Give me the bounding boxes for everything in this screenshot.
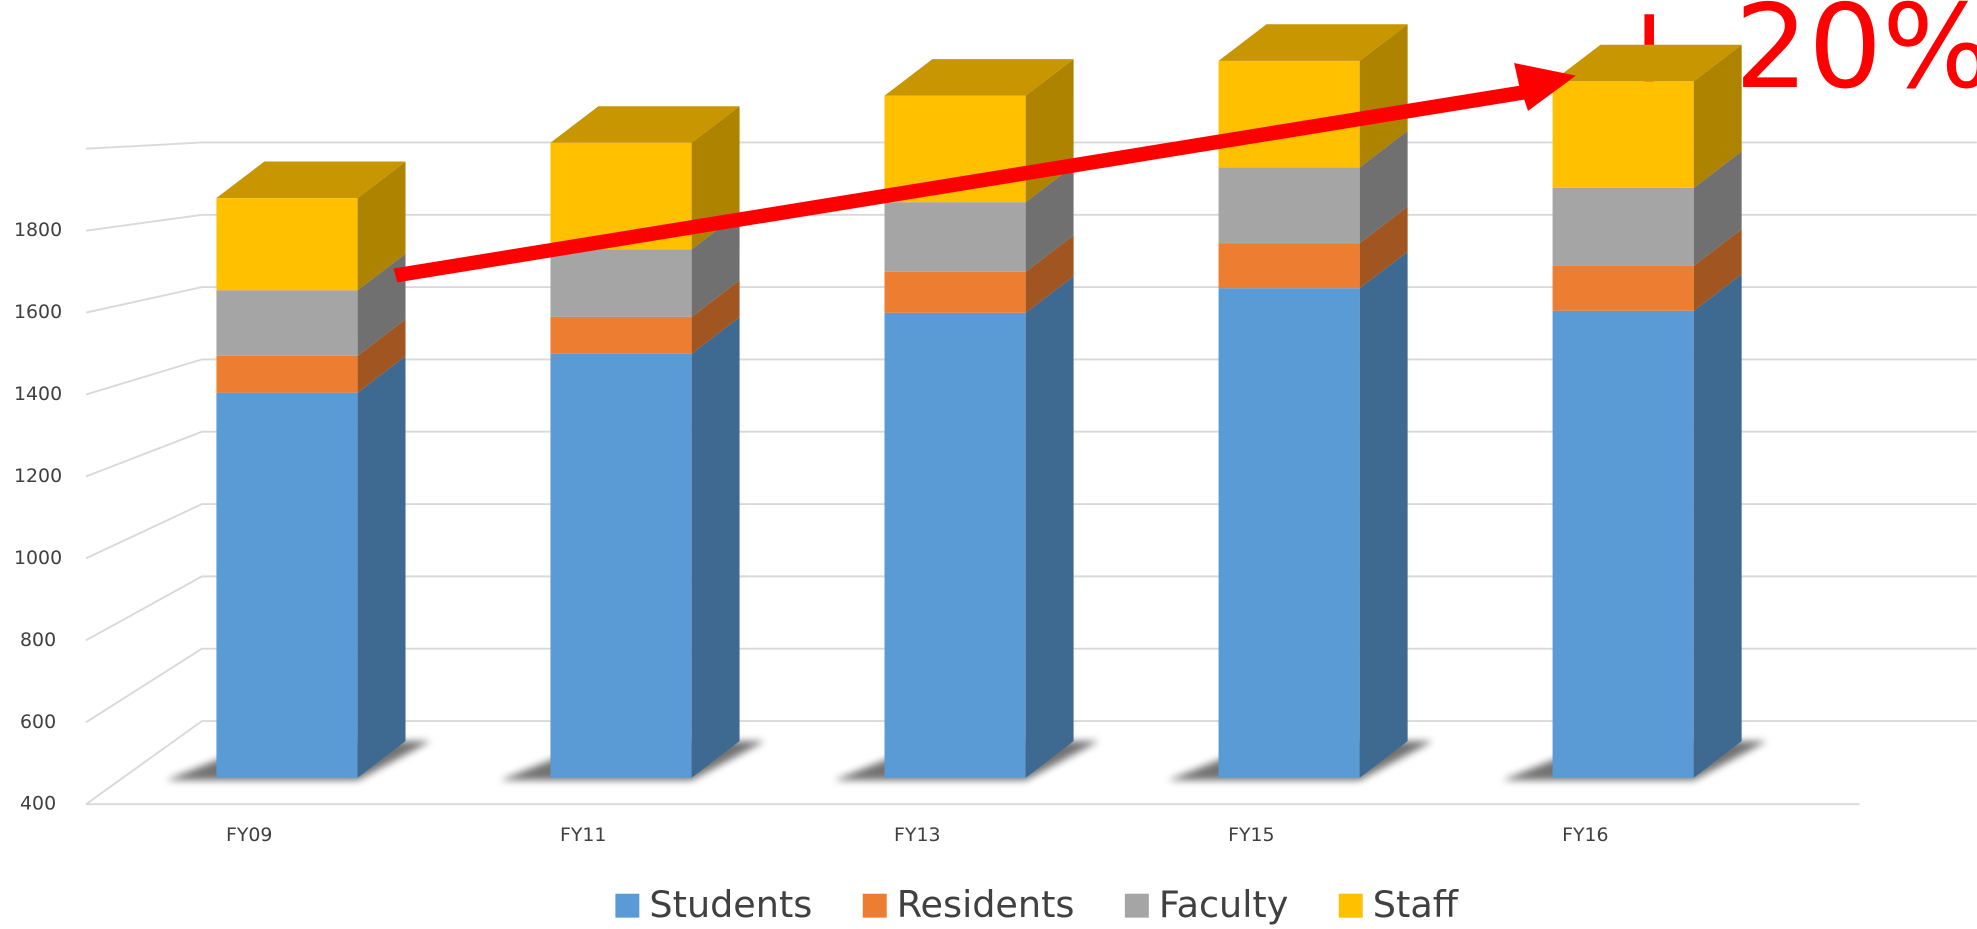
bar-segment <box>216 392 358 778</box>
bar-segment <box>550 316 692 354</box>
x-tick-label: FY11 <box>560 824 606 846</box>
y-tick-label: 1000 <box>14 547 62 569</box>
bar-segment <box>1552 81 1694 188</box>
bar-side <box>691 106 740 250</box>
bar-top <box>1218 24 1408 61</box>
bar-segment <box>216 198 358 291</box>
bar-side <box>357 253 406 356</box>
bar-segment <box>550 353 692 778</box>
legend-swatch <box>1124 893 1149 918</box>
y-tick-label: 1400 <box>14 383 62 405</box>
bar-segment <box>1218 288 1360 778</box>
trend-arrow <box>393 63 1576 283</box>
y-tick-label: 600 <box>20 711 56 733</box>
bar-side <box>1025 235 1074 313</box>
y-tick-label: 1800 <box>14 219 62 241</box>
bar-side <box>691 317 740 778</box>
x-tick-label: FY09 <box>226 824 272 846</box>
y-tick-label: 800 <box>20 629 56 651</box>
bar-side <box>691 212 740 317</box>
bar-segment <box>1552 187 1694 266</box>
bar-segment <box>884 312 1026 778</box>
bar-segment <box>550 249 692 317</box>
bar-top <box>884 59 1074 96</box>
bar-top <box>1552 44 1742 82</box>
bar-side <box>1359 130 1408 244</box>
legend-label: Staff <box>1373 883 1459 926</box>
bar-side <box>357 319 406 393</box>
legend-label: Faculty <box>1159 883 1288 926</box>
bar-side <box>1693 151 1742 266</box>
bar-side <box>1025 276 1074 778</box>
y-tick-label: 400 <box>20 793 56 815</box>
bar-segment <box>884 202 1026 272</box>
bar-side <box>1693 229 1742 311</box>
x-tick-label: FY15 <box>1228 824 1274 846</box>
legend-label: Students <box>649 883 812 926</box>
legend-swatch <box>862 893 887 918</box>
bar-segment <box>1218 243 1360 289</box>
bar-top <box>550 106 740 143</box>
bar-segment <box>216 290 358 356</box>
bar-segment <box>1552 265 1694 311</box>
x-tick-label: FY16 <box>1562 824 1608 846</box>
legend-label: Residents <box>897 883 1075 926</box>
bar-side <box>1359 251 1408 778</box>
bar-top <box>216 161 406 199</box>
bar-side <box>1693 274 1742 778</box>
bar-side <box>357 356 406 778</box>
bar-side <box>1359 24 1408 168</box>
bar-segment <box>884 271 1026 313</box>
legend-swatch <box>615 893 640 918</box>
bar-side <box>1025 165 1074 272</box>
x-tick-label: FY13 <box>894 824 940 846</box>
bar-side <box>691 280 740 354</box>
bar-side <box>1693 44 1742 188</box>
bar-segment <box>1218 60 1360 168</box>
bar-segment <box>1552 310 1694 778</box>
legend-swatch <box>1338 893 1363 918</box>
bar-segment <box>216 355 358 393</box>
y-tick-label: 1600 <box>14 301 62 323</box>
bar-side <box>1359 206 1408 289</box>
bar-segment <box>1218 167 1360 244</box>
bar-side <box>357 161 406 291</box>
y-tick-label: 1200 <box>14 465 62 487</box>
